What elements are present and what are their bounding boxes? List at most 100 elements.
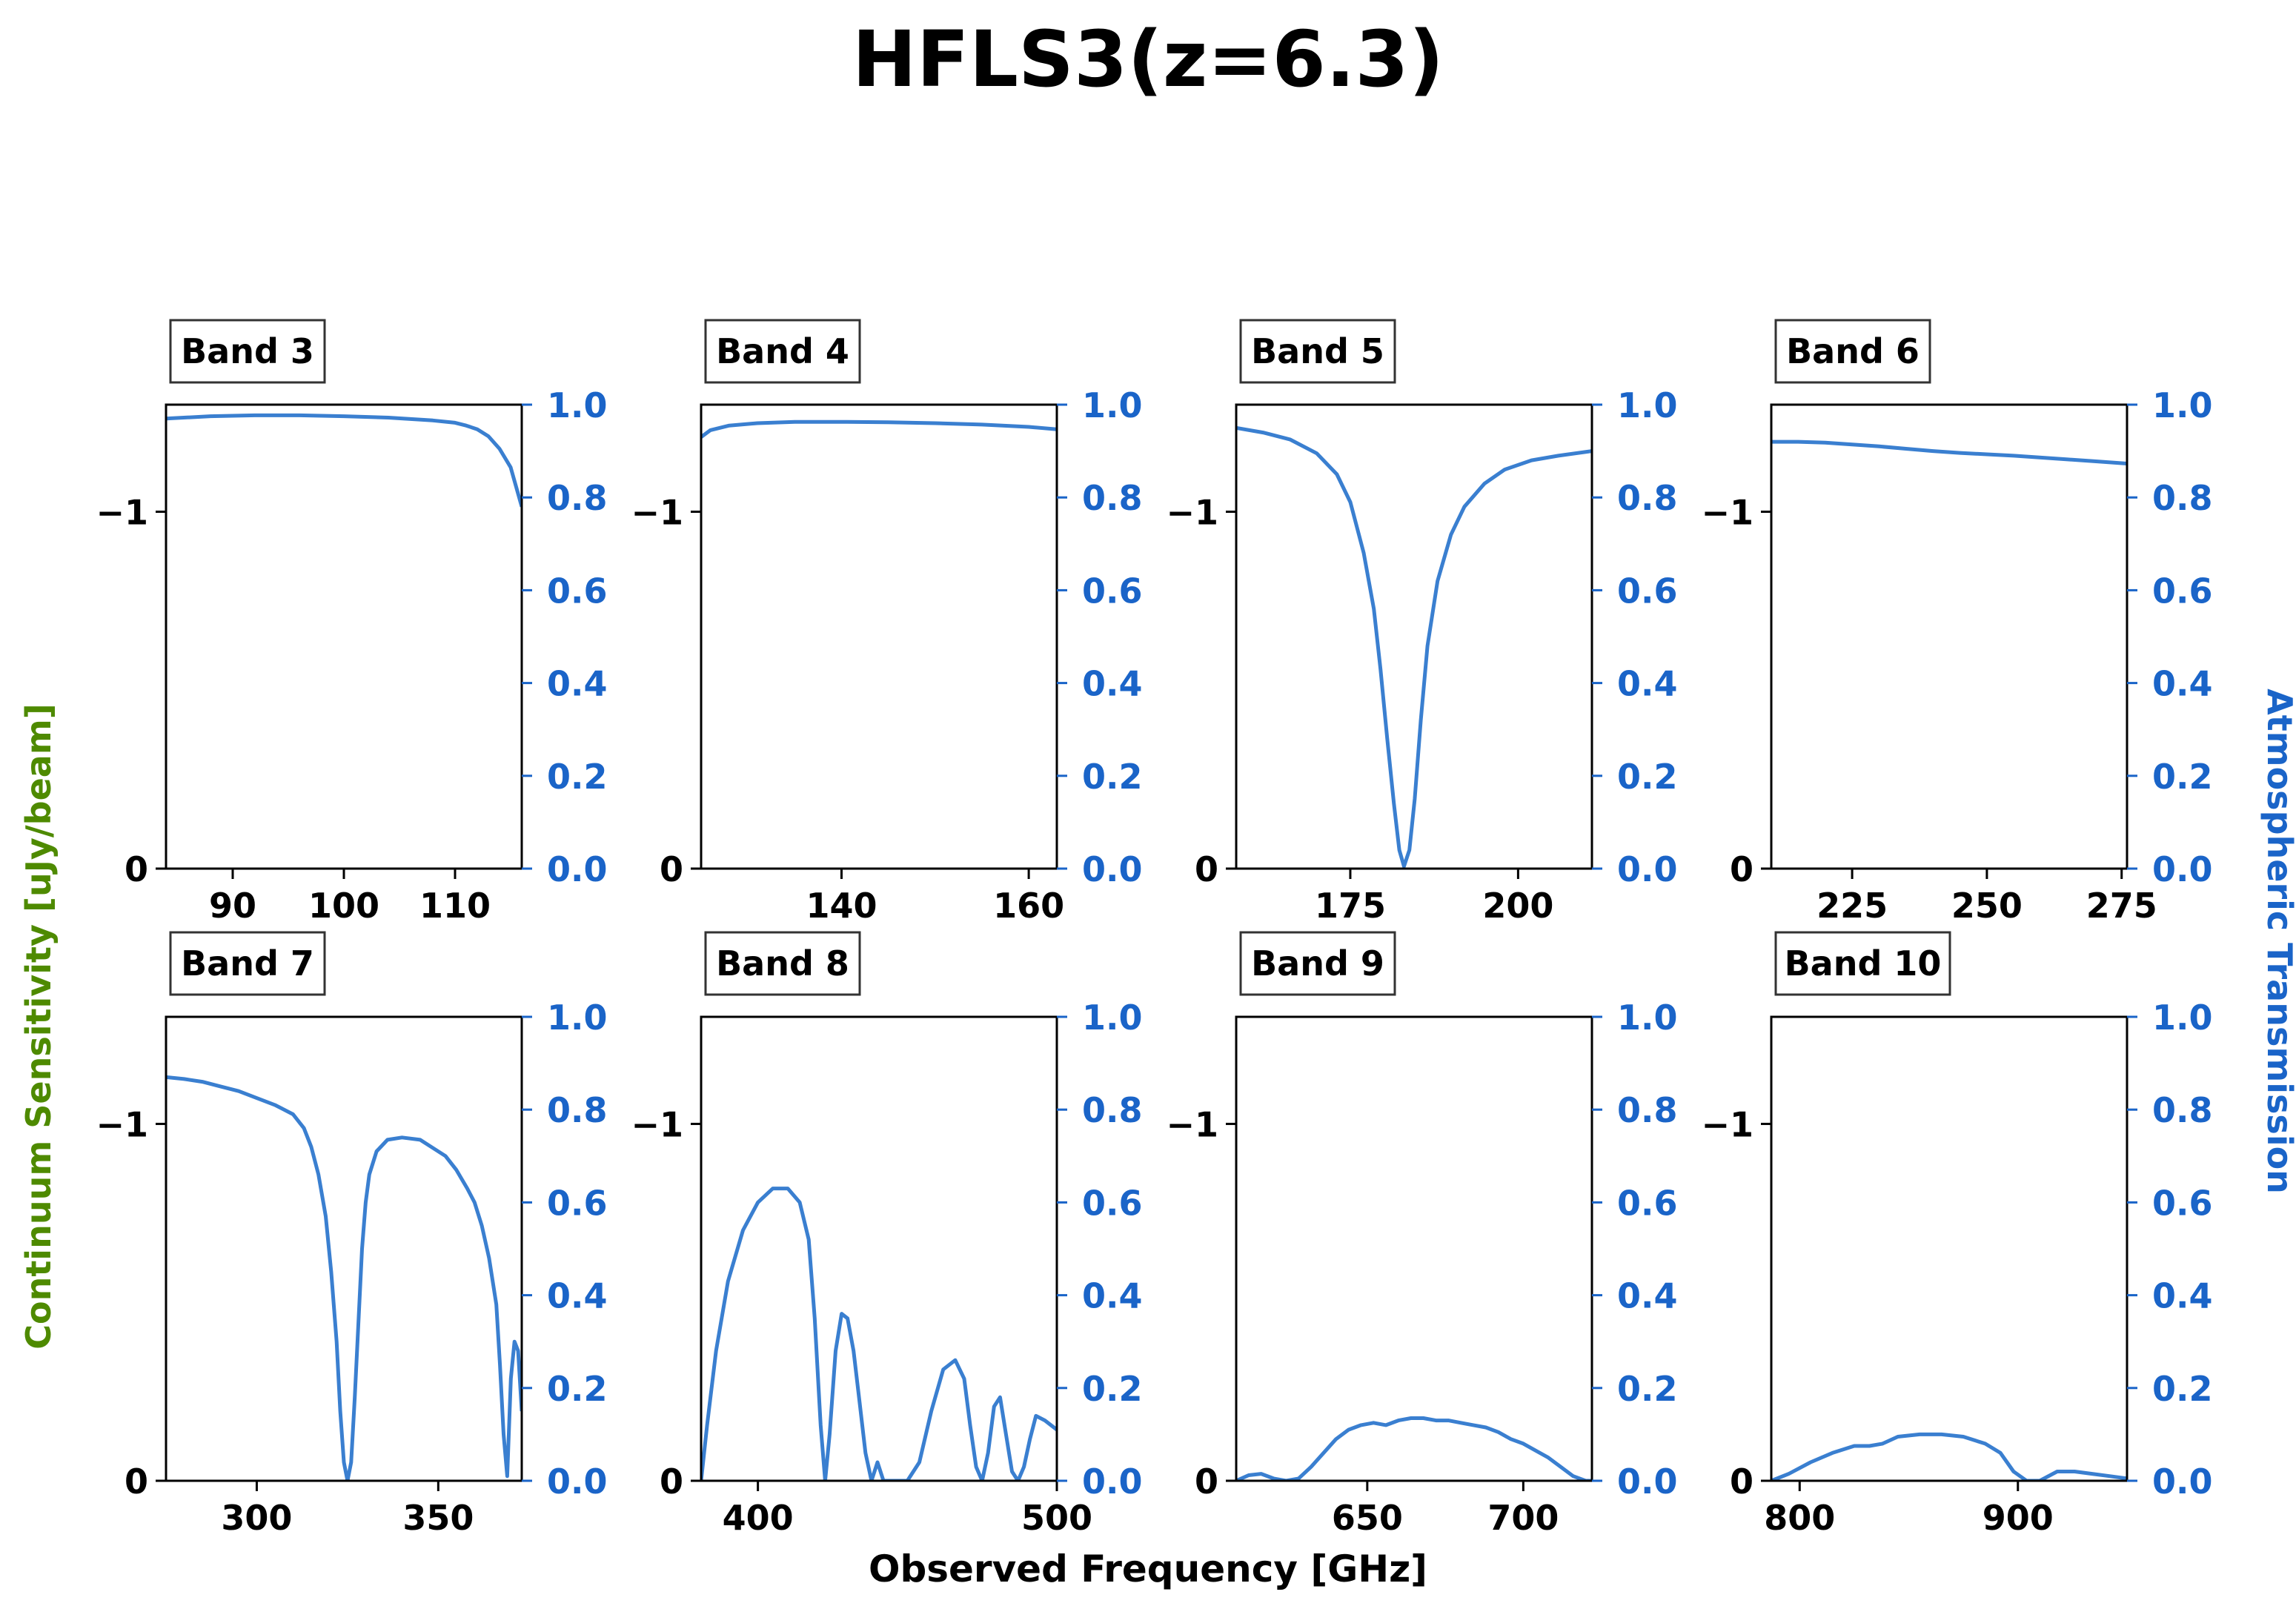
right-y-tick-label: 0.2: [1617, 757, 1678, 797]
axes-frame: [165, 403, 523, 870]
band-label-box: [169, 319, 326, 384]
left-y-tick-label: −1: [1701, 492, 1753, 532]
right-y-tick-label: 0.6: [1082, 571, 1143, 611]
right-y-tick-label: 0.6: [1617, 1183, 1678, 1223]
right-y-tick-label: 0.4: [1617, 664, 1678, 704]
left-axis-label: Continuum Sensitivity [uJy/beam]: [19, 703, 59, 1350]
left-y-tick-label: −1: [631, 1104, 683, 1144]
right-y-tick-label: 1.0: [547, 385, 608, 425]
right-y-tick-label: 0.4: [547, 1276, 608, 1316]
panel-band-7: Band 7 300 350 −1 0 0.0 0.2 0.4 0.6 0.8 1.0: [96, 931, 608, 1538]
panel-band-3: Band 3 90 100 110 −1 0 0.0 0.2 0.4 0.6 0.8 1.0: [96, 319, 608, 926]
right-y-tick-label: 0.8: [1082, 478, 1143, 518]
band-label: Band 4: [716, 331, 849, 371]
right-y-tick-label: 0.2: [1082, 757, 1143, 797]
left-y-tick-label: 0: [125, 849, 148, 889]
right-axis-label: Atmospheric Transmission: [2260, 689, 2296, 1194]
x-tick-label: 700: [1487, 1498, 1559, 1538]
right-y-tick-label: 0.2: [2152, 1369, 2213, 1409]
band-label-box: [169, 931, 326, 996]
right-y-tick-label: 1.0: [2152, 998, 2213, 1038]
x-tick-label: 900: [1983, 1498, 2054, 1538]
x-tick-label: 650: [1332, 1498, 1403, 1538]
panel-band-10: Band 10 800 900 −1 0 0.0 0.2 0.4 0.6 0.8 1.0: [1701, 931, 2213, 1538]
panel-band-9: Band 9 650 700 −1 0 0.0 0.2 0.4 0.6 0.8 1.0: [1166, 931, 1678, 1538]
transmission-line: [166, 1075, 522, 1481]
band-label-box: [1239, 931, 1396, 996]
right-y-tick-label: 0.4: [2152, 1276, 2213, 1316]
x-tick-label: 225: [1816, 886, 1888, 926]
right-y-tick-label: 0.0: [1082, 1462, 1143, 1502]
transmission-line: [1771, 1432, 2127, 1481]
transmission-line: [1771, 439, 2127, 465]
left-y-tick-label: −1: [631, 492, 683, 532]
right-y-tick-label: 0.8: [1082, 1090, 1143, 1130]
x-tick-label: 350: [402, 1498, 474, 1538]
x-tick-label: 160: [993, 886, 1064, 926]
right-y-tick-label: 0.2: [1617, 1369, 1678, 1409]
x-tick-label: 500: [1021, 1498, 1092, 1538]
band-label-box: [1239, 319, 1396, 384]
figure-title: HFLS3(z=6.3): [852, 14, 1444, 104]
left-y-tick-label: 0: [1730, 1462, 1753, 1502]
transmission-line: [166, 413, 522, 508]
axes-frame: [1235, 1015, 1593, 1482]
left-y-tick-label: −1: [96, 492, 148, 532]
x-tick-label: 300: [221, 1498, 292, 1538]
right-y-tick-label: 0.4: [1617, 1276, 1678, 1316]
left-y-tick-label: 0: [1195, 849, 1218, 889]
x-tick-label: 110: [419, 886, 491, 926]
x-tick-label: 90: [209, 886, 256, 926]
panel-band-6: Band 6 225 250 275 −1 0 0.0 0.2 0.4 0.6 0.8 1.0: [1701, 319, 2213, 926]
right-y-tick-label: 1.0: [1617, 998, 1678, 1038]
band-label: Band 8: [716, 943, 849, 983]
right-y-tick-label: 0.6: [2152, 1183, 2213, 1223]
right-y-tick-label: 0.6: [547, 1183, 608, 1223]
band-label-box: [704, 319, 861, 384]
right-y-tick-label: 0.4: [1082, 1276, 1143, 1316]
right-y-tick-label: 0.4: [2152, 664, 2213, 704]
right-y-tick-label: 0.8: [547, 478, 608, 518]
axes-frame: [1770, 1015, 2129, 1482]
band-label: Band 3: [181, 331, 314, 371]
band-label: Band 6: [1786, 331, 1920, 371]
right-y-tick-label: 0.8: [1617, 1090, 1678, 1130]
left-y-tick-label: 0: [1195, 1462, 1218, 1502]
panel-band-8: Band 8 400 500 −1 0 0.0 0.2 0.4 0.6 0.8 1.0: [631, 931, 1143, 1538]
axes-frame: [700, 403, 1058, 870]
right-y-tick-label: 0.4: [1082, 664, 1143, 704]
transmission-line: [701, 1187, 1057, 1481]
right-y-tick-label: 0.0: [2152, 849, 2213, 889]
panel-band-4: Band 4 140 160 −1 0 0.0 0.2 0.4 0.6 0.8 1.0: [631, 319, 1143, 926]
left-y-tick-label: −1: [1166, 492, 1218, 532]
panel-band-5: Band 5 175 200 −1 0 0.0 0.2 0.4 0.6 0.8 1.0: [1166, 319, 1678, 926]
band-label: Band 9: [1251, 943, 1384, 983]
right-y-tick-label: 0.0: [1082, 849, 1143, 889]
left-y-tick-label: 0: [660, 849, 683, 889]
right-y-tick-label: 1.0: [1082, 385, 1143, 425]
right-y-tick-label: 1.0: [1082, 998, 1143, 1038]
axes-frame: [1770, 403, 2129, 870]
right-y-tick-label: 0.0: [547, 1462, 608, 1502]
right-y-tick-label: 1.0: [547, 998, 608, 1038]
right-y-tick-label: 0.2: [2152, 757, 2213, 797]
band-label-box: [1774, 319, 1931, 384]
x-tick-label: 275: [2086, 886, 2157, 926]
right-y-tick-label: 0.6: [2152, 571, 2213, 611]
band-label: Band 7: [181, 943, 314, 983]
transmission-line: [701, 419, 1057, 439]
transmission-line: [1236, 425, 1592, 869]
x-tick-label: 175: [1315, 886, 1386, 926]
left-y-tick-label: −1: [1166, 1104, 1218, 1144]
right-y-tick-label: 0.8: [547, 1090, 608, 1130]
x-tick-label: 400: [723, 1498, 794, 1538]
transmission-line: [1236, 1416, 1592, 1481]
right-y-tick-label: 0.0: [1617, 849, 1678, 889]
x-tick-label: 800: [1764, 1498, 1835, 1538]
right-y-tick-label: 1.0: [1617, 385, 1678, 425]
right-y-tick-label: 0.8: [1617, 478, 1678, 518]
x-axis-label: Observed Frequency [GHz]: [868, 1547, 1428, 1590]
left-y-tick-label: 0: [660, 1462, 683, 1502]
